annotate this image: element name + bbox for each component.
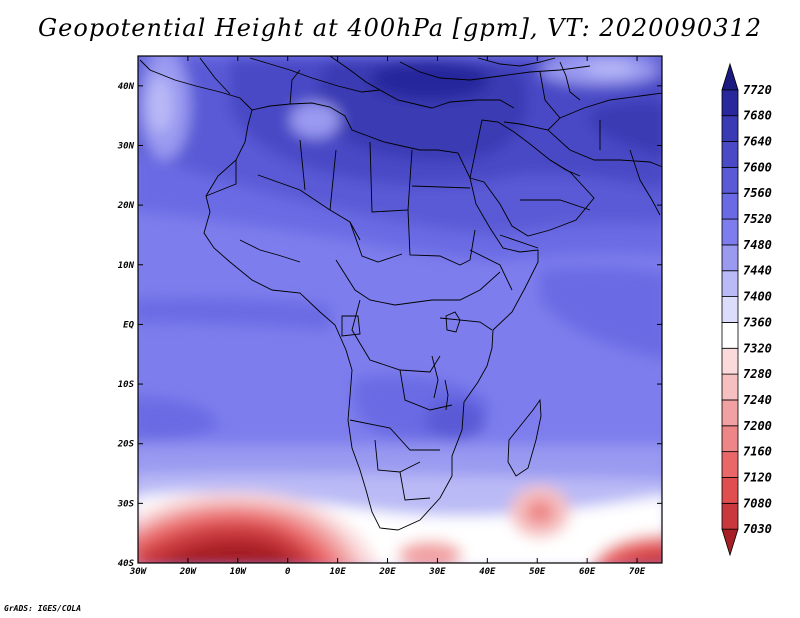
colorbar-label: 7080	[743, 496, 772, 510]
lat-tick-label: 20N	[117, 201, 135, 211]
colorbar-swatch	[721, 399, 739, 427]
colorbar-label: 7480	[743, 238, 772, 252]
colorbar-swatch	[721, 270, 739, 297]
lat-tick-label: 10S	[118, 380, 135, 390]
colorbar-label: 7640	[743, 135, 772, 149]
map-title: Geopotential Height at 400hPa [gpm], VT:…	[38, 14, 762, 42]
colorbar-swatch	[721, 477, 739, 504]
lat-tick-label: 20S	[117, 440, 135, 450]
colorbar-swatch	[721, 89, 739, 117]
colorbar-swatch	[721, 322, 739, 349]
lon-tick-label: 10E	[329, 567, 346, 577]
grads-credit: GrADS: IGES/COLA	[4, 604, 82, 613]
colorbar-label: 7160	[743, 445, 772, 459]
colorbar-swatch	[721, 192, 739, 220]
colorbar-swatch	[721, 425, 739, 453]
colorbar-swatch	[721, 451, 739, 478]
colorbar-label: 7400	[743, 290, 772, 304]
lon-tick-label: 40E	[479, 567, 496, 577]
coastlines-and-borders	[139, 56, 662, 531]
colorbar-label: 7280	[743, 367, 772, 381]
colorbar-label: 7200	[743, 419, 772, 433]
colorbar-swatch	[721, 373, 739, 401]
colorbar-swatch	[721, 166, 739, 194]
colorbar-swatch	[721, 218, 739, 246]
lon-tick-label: 0	[285, 567, 291, 577]
lat-tick-label: 30N	[117, 141, 135, 151]
colorbar-swatch	[721, 62, 739, 91]
colorbar-label: 7320	[743, 341, 772, 355]
colorbar-swatch	[721, 296, 739, 323]
colorbar-label: 7720	[743, 83, 772, 97]
lat-tick-label: 40S	[118, 559, 135, 569]
colorbar-label: 7600	[743, 160, 772, 174]
colorbar-swatch	[721, 528, 739, 557]
lon-tick-label: 10W	[230, 567, 248, 577]
lat-tick-label: 40N	[118, 82, 135, 92]
colorbar: 7030 7080 7120 7160 7200 7240 7280 7320 7360 7400…	[721, 62, 772, 557]
lat-tick-label: EQ	[123, 320, 134, 330]
lon-tick-label: 20W	[179, 567, 198, 577]
colorbar-label: 7240	[743, 393, 772, 407]
longitude-axis: 30W 20W 10W 0 10E 20E 30E 40E 50E 60E 70E	[129, 56, 646, 577]
colorbar-swatch	[721, 244, 739, 272]
lat-tick-label: 10N	[118, 261, 135, 271]
colorbar-label: 7360	[743, 315, 772, 329]
latitude-axis: 40N 30N 20N 10N EQ 10S 20S 30S 40S	[117, 82, 662, 569]
height-field	[138, 56, 662, 563]
colorbar-label: 7680	[743, 109, 772, 123]
lat-tick-label: 30S	[117, 499, 135, 509]
lon-tick-label: 70E	[629, 567, 646, 577]
colorbar-label: 7120	[743, 470, 772, 484]
lon-tick-label: 50E	[529, 567, 546, 577]
colorbar-label: 7440	[743, 264, 772, 278]
colorbar-swatch	[721, 141, 739, 168]
colorbar-label: 7030	[743, 522, 772, 536]
lon-tick-label: 60E	[579, 567, 596, 577]
colorbar-swatch	[721, 502, 739, 530]
lon-tick-label: 30E	[428, 567, 446, 577]
lon-tick-label: 30W	[129, 567, 148, 577]
colorbar-swatch	[721, 347, 739, 375]
colorbar-label: 7520	[743, 212, 772, 226]
colorbar-swatch	[721, 115, 739, 142]
colorbar-label: 7560	[743, 186, 772, 200]
map-frame	[137, 55, 663, 564]
lon-tick-label: 20E	[378, 567, 396, 577]
